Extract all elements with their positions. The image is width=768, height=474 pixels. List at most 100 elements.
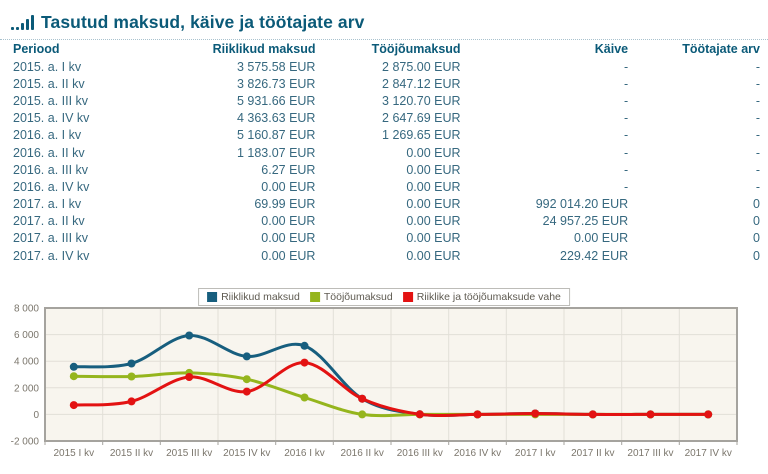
table-cell: - (755, 128, 760, 143)
table-cell: 2016. a. IV kv (13, 179, 90, 194)
table-cell: 0.00 EUR (406, 214, 461, 229)
legend-item[interactable]: Riiklike ja tööjõumaksude vahe (402, 291, 561, 303)
series-marker-0[interactable] (242, 352, 251, 361)
series-marker-2[interactable] (646, 410, 655, 419)
bar-chart-icon (11, 15, 34, 30)
table-cell: 1 183.07 EUR (236, 145, 316, 160)
series-marker-0[interactable] (127, 359, 136, 368)
x-axis-label: 2017 IV kv (685, 448, 732, 459)
table-cell: - (623, 128, 629, 143)
series-marker-2[interactable] (531, 409, 540, 418)
col-header-toojoumaksud: Tööjõumaksud (371, 42, 461, 56)
table-row: 2015. a. II kv 3 826.73 EUR 2 847.12 EUR - - (13, 75, 760, 92)
table-cell: 6.27 EUR (261, 162, 316, 177)
col-header-tootajate-arv: Töötajate arv (682, 42, 760, 56)
table-cell: - (623, 59, 629, 74)
table-header-row: Periood Riiklikud maksud Tööjõumaksud Kä… (13, 40, 760, 58)
series-marker-2[interactable] (358, 394, 367, 403)
series-marker-1[interactable] (127, 372, 136, 381)
x-axis-label: 2015 III kv (166, 448, 212, 459)
series-marker-1[interactable] (69, 372, 78, 381)
series-marker-0[interactable] (69, 362, 78, 371)
table-cell: 0.00 EUR (261, 248, 316, 263)
table-row: 2015. a. III kv 5 931.66 EUR 3 120.70 EUR -… (13, 92, 760, 109)
x-axis-label: 2017 II kv (571, 448, 614, 459)
table-row: 2017. a. III kv 0.00 EUR 0.00 EUR 0.00 EUR 0 (13, 230, 760, 247)
col-header-riiklikud: Riiklikud maksud (212, 42, 316, 56)
table-cell: 2015. a. IV kv (13, 111, 90, 126)
table-cell: 2016. a. I kv (13, 128, 82, 143)
series-marker-2[interactable] (69, 401, 78, 410)
x-axis-label: 2016 IV kv (454, 448, 501, 459)
table-cell: 0.00 EUR (406, 231, 461, 246)
page-header: Tasutud maksud, käive ja töötajate arv (0, 0, 768, 37)
page-title: Tasutud maksud, käive ja töötajate arv (41, 12, 365, 32)
table-cell: - (755, 59, 760, 74)
table-cell: 4 363.63 EUR (236, 111, 316, 126)
series-marker-2[interactable] (185, 373, 194, 381)
table-cell: - (623, 93, 629, 108)
series-marker-0[interactable] (300, 341, 309, 350)
table-cell: 2 875.00 EUR (382, 59, 461, 74)
table-cell: 2016. a. III kv (13, 162, 89, 177)
x-axis-label: 2017 I kv (515, 448, 556, 459)
y-axis-label: 6 000 (14, 330, 39, 341)
legend-label: Riiklikud maksud (221, 291, 300, 303)
table-row: 2017. a. II kv 0.00 EUR 0.00 EUR 24 957.25 … (13, 213, 760, 230)
table-row: 2015. a. IV kv 4 363.63 EUR 2 647.69 EUR - - (13, 110, 760, 127)
table-cell: 3 120.70 EUR (382, 93, 461, 108)
series-marker-1[interactable] (358, 410, 367, 419)
table-cell: 3 826.73 EUR (236, 76, 316, 91)
table-cell: 5 931.66 EUR (236, 93, 316, 108)
series-marker-2[interactable] (588, 410, 597, 419)
series-marker-0[interactable] (185, 331, 194, 340)
table-cell: 0.00 EUR (406, 248, 461, 263)
table-body: 2015. a. I kv 3 575.58 EUR 2 875.00 EUR - -2… (13, 58, 760, 264)
series-marker-2[interactable] (704, 410, 713, 419)
x-axis-label: 2016 III kv (397, 448, 443, 459)
table-cell: 24 957.25 EUR (542, 214, 629, 229)
series-marker-2[interactable] (300, 358, 309, 367)
series-marker-1[interactable] (242, 375, 251, 384)
table-cell: - (623, 76, 629, 91)
table-row: 2016. a. II kv 1 183.07 EUR 0.00 EUR - - (13, 144, 760, 161)
table-cell: 2 847.12 EUR (382, 76, 461, 91)
table-cell: 229.42 EUR (560, 248, 629, 263)
table-cell: 3 575.58 EUR (236, 59, 316, 74)
table-cell: 0 (753, 214, 760, 229)
table-row: 2016. a. IV kv 0.00 EUR 0.00 EUR - - (13, 178, 760, 195)
table-cell: 1 269.65 EUR (382, 128, 461, 143)
table-cell: 0.00 EUR (406, 145, 461, 160)
series-marker-2[interactable] (242, 387, 251, 396)
table-cell: 2015. a. III kv (13, 93, 89, 108)
chart-legend: Riiklikud maksud Tööjõumaksud Riiklike ja … (198, 288, 570, 306)
table-cell: 2 647.69 EUR (382, 111, 461, 126)
table-row: 2017. a. IV kv 0.00 EUR 0.00 EUR 229.42 EUR… (13, 247, 760, 264)
table-cell: 0.00 EUR (406, 179, 461, 194)
table-cell: 0.00 EUR (261, 214, 316, 229)
x-axis-label: 2016 I kv (284, 448, 325, 459)
series-marker-2[interactable] (415, 410, 424, 419)
series-marker-2[interactable] (127, 397, 136, 406)
table-row: 2016. a. III kv 6.27 EUR 0.00 EUR - - (13, 161, 760, 178)
table-cell: - (623, 162, 629, 177)
col-header-kaive: Käive (594, 42, 629, 56)
table-cell: 0 (753, 248, 760, 263)
table-cell: - (755, 162, 760, 177)
table-row: 2016. a. I kv 5 160.87 EUR 1 269.65 EUR - - (13, 127, 760, 144)
series-marker-2[interactable] (473, 410, 482, 419)
table-cell: 992 014.20 EUR (535, 197, 629, 212)
legend-item[interactable]: Tööjõumaksud (309, 291, 393, 303)
table-cell: 2017. a. II kv (13, 214, 85, 229)
table-cell: - (755, 179, 760, 194)
table-cell: 2017. a. III kv (13, 231, 89, 246)
chart: Riiklikud maksud Tööjõumaksud Riiklike ja … (0, 283, 768, 474)
series-marker-1[interactable] (300, 393, 309, 402)
x-axis-label: 2015 I kv (54, 448, 95, 459)
table-cell: 2017. a. IV kv (13, 248, 90, 263)
table-cell: - (623, 111, 629, 126)
x-axis-label: 2015 IV kv (223, 448, 270, 459)
y-axis-label: -2 000 (11, 437, 40, 448)
legend-item[interactable]: Riiklikud maksud (207, 291, 300, 303)
